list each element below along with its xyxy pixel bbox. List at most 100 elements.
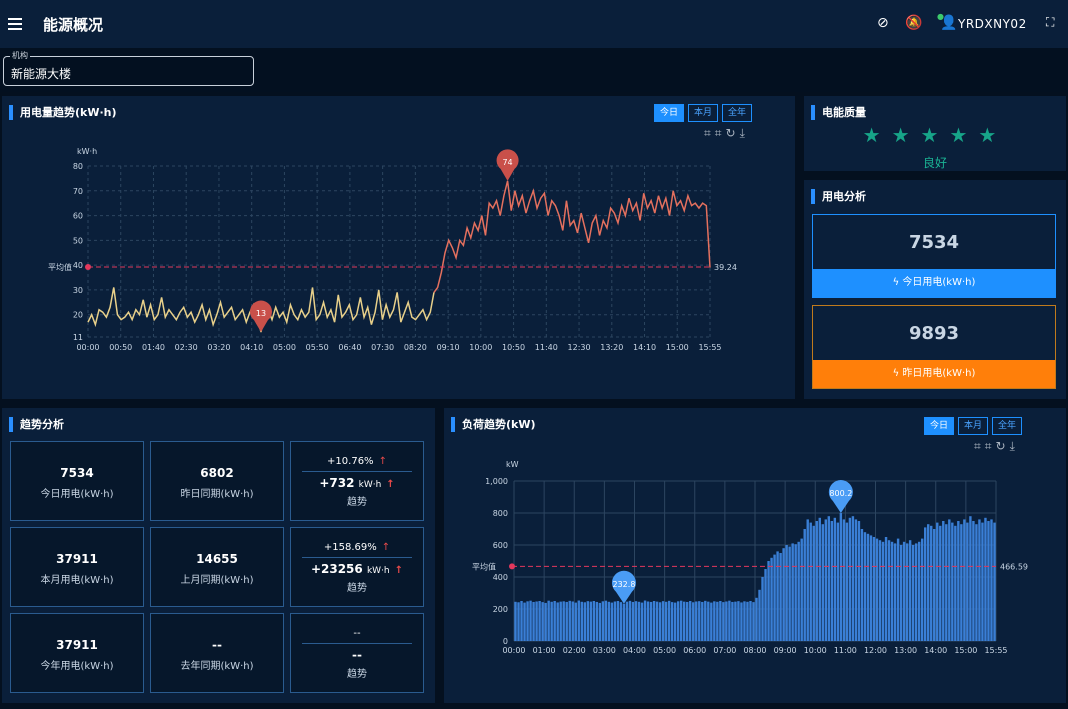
x-tick-label: 00:50 bbox=[109, 343, 132, 352]
bar bbox=[803, 529, 806, 641]
top-bar: 能源概况 ⊘ 🔕 ● 👤 YRDXNY02 ⛶ bbox=[0, 0, 1068, 48]
bar bbox=[782, 548, 785, 641]
x-tick-label: 07:30 bbox=[371, 343, 394, 352]
bar bbox=[875, 538, 879, 641]
min-pin-label: 13 bbox=[256, 309, 266, 318]
crop-icon[interactable]: ⌗ bbox=[704, 126, 711, 140]
bar bbox=[610, 602, 614, 641]
bar bbox=[683, 601, 686, 641]
x-tick-label: 06:40 bbox=[338, 343, 361, 352]
tab-year[interactable]: 全年 bbox=[992, 417, 1022, 435]
bar bbox=[704, 600, 707, 641]
tab-month[interactable]: 本月 bbox=[688, 104, 718, 122]
average-value: 466.59 bbox=[1000, 562, 1028, 571]
crop-reset-icon[interactable]: ⌗ bbox=[714, 126, 722, 140]
bar bbox=[848, 517, 852, 641]
bar bbox=[661, 601, 665, 641]
bar bbox=[634, 601, 638, 641]
wifi-off-icon[interactable]: ⊘ bbox=[877, 15, 889, 31]
usage-value: 37911 bbox=[56, 638, 98, 652]
x-tick-label: 08:20 bbox=[404, 343, 427, 352]
bolt-icon: ϟ bbox=[892, 368, 903, 379]
compare-cell: 14655 上月同期(kW·h) bbox=[150, 527, 284, 607]
download-icon[interactable]: ⤓ bbox=[1009, 439, 1015, 453]
fullscreen-icon[interactable]: ⛶ bbox=[1046, 15, 1055, 29]
bar bbox=[664, 601, 668, 641]
panel-title: 用电量趋势(kW·h) bbox=[9, 105, 117, 120]
bar bbox=[791, 543, 794, 641]
x-tick-label: 13:00 bbox=[894, 646, 917, 655]
crop-icon[interactable]: ⌗ bbox=[974, 439, 981, 453]
x-tick-label: 12:00 bbox=[864, 646, 887, 655]
bar bbox=[532, 601, 535, 641]
tab-today[interactable]: 今日 bbox=[654, 104, 684, 122]
download-icon[interactable]: ⤓ bbox=[739, 126, 745, 140]
compare-value: -- bbox=[212, 638, 222, 652]
compare-label: 昨日同期(kW·h) bbox=[180, 489, 254, 500]
x-tick-label: 01:40 bbox=[142, 343, 165, 352]
x-tick-label: 10:00 bbox=[804, 646, 827, 655]
bar bbox=[764, 569, 767, 641]
bar bbox=[517, 602, 520, 641]
bar bbox=[890, 541, 894, 641]
bar bbox=[737, 601, 740, 641]
bar bbox=[824, 519, 827, 641]
bar bbox=[529, 600, 532, 641]
bar bbox=[574, 602, 577, 641]
bar bbox=[854, 519, 858, 641]
bar bbox=[872, 537, 876, 641]
bar bbox=[990, 519, 993, 641]
bar bbox=[963, 519, 966, 641]
bell-off-icon[interactable]: 🔕 bbox=[905, 15, 923, 31]
tab-month[interactable]: 本月 bbox=[958, 417, 988, 435]
menu-icon[interactable] bbox=[8, 16, 22, 30]
bar bbox=[957, 521, 960, 641]
max-pin-label: 74 bbox=[502, 158, 512, 167]
bar bbox=[607, 601, 611, 641]
x-tick-label: 11:00 bbox=[834, 646, 857, 655]
crop-reset-icon[interactable]: ⌗ bbox=[984, 439, 992, 453]
online-dot-icon: ● bbox=[937, 12, 944, 21]
star-rating: ★★★★★ bbox=[862, 123, 1008, 147]
x-tick-label: 10:50 bbox=[502, 343, 525, 352]
bar bbox=[520, 601, 523, 641]
bar bbox=[914, 543, 918, 641]
refresh-icon[interactable]: ↻ bbox=[725, 126, 736, 140]
trend-percent: -- bbox=[353, 628, 361, 639]
bar bbox=[881, 541, 885, 641]
user-icon[interactable]: 👤 bbox=[940, 15, 958, 31]
tab-year[interactable]: 全年 bbox=[722, 104, 752, 122]
page-title: 能源概况 bbox=[43, 16, 104, 34]
bar bbox=[902, 541, 906, 641]
user-name[interactable]: YRDXNY02 bbox=[958, 17, 1027, 31]
bar bbox=[547, 600, 550, 641]
bar bbox=[695, 601, 698, 641]
org-select[interactable]: 机构 新能源大楼 bbox=[3, 50, 254, 86]
tab-today[interactable]: 今日 bbox=[924, 417, 954, 435]
bar bbox=[514, 601, 517, 641]
panel-title: 负荷趋势(kW) bbox=[451, 417, 536, 432]
bar bbox=[686, 601, 689, 641]
usage-label: 本月用电(kW·h) bbox=[40, 575, 114, 586]
quality-panel: 电能质量 ★★★★★ 良好 bbox=[804, 96, 1066, 171]
bar bbox=[526, 601, 529, 641]
bar bbox=[643, 600, 647, 641]
bar bbox=[731, 601, 734, 641]
bar bbox=[722, 602, 725, 641]
bar bbox=[628, 600, 632, 641]
energy-trend-panel: 用电量趋势(kW·h) 今日 本月 全年 ⌗ ⌗ ↻ ⤓ kW·h 11 20 30 4… bbox=[2, 96, 795, 399]
bar bbox=[911, 545, 915, 641]
bar bbox=[966, 522, 969, 641]
x-tick-label: 14:10 bbox=[633, 343, 656, 352]
bar bbox=[908, 540, 912, 641]
trend-cell: -- -- 趋势 bbox=[290, 613, 424, 693]
panel-title: 电能质量 bbox=[811, 105, 866, 120]
x-tick-label: 13:20 bbox=[600, 343, 623, 352]
x-tick-label: 05:00 bbox=[273, 343, 296, 352]
bar bbox=[972, 521, 975, 641]
bar bbox=[752, 602, 755, 641]
bar bbox=[785, 545, 788, 641]
panel-title: 用电分析 bbox=[811, 189, 866, 204]
bar bbox=[839, 512, 843, 641]
refresh-icon[interactable]: ↻ bbox=[995, 439, 1006, 453]
